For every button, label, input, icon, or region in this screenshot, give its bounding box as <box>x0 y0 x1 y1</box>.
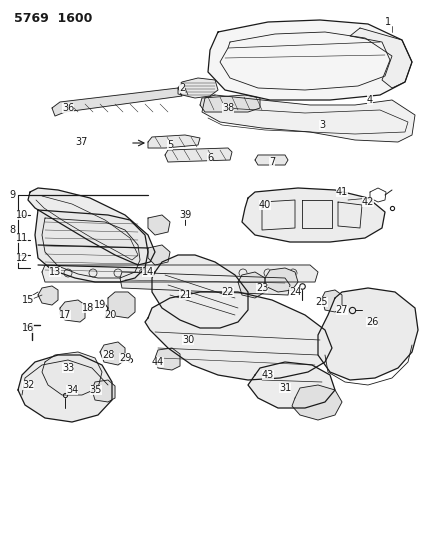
Polygon shape <box>28 188 155 265</box>
Text: 43: 43 <box>262 370 274 380</box>
Text: 11: 11 <box>16 233 28 243</box>
Polygon shape <box>242 188 385 242</box>
Polygon shape <box>165 148 232 162</box>
Polygon shape <box>350 28 412 88</box>
Text: 26: 26 <box>366 317 378 327</box>
Text: 33: 33 <box>62 363 74 373</box>
Polygon shape <box>52 88 182 116</box>
Polygon shape <box>148 215 170 235</box>
Polygon shape <box>238 272 265 298</box>
Text: 24: 24 <box>289 287 301 297</box>
Text: 20: 20 <box>104 310 116 320</box>
Polygon shape <box>200 95 260 112</box>
Polygon shape <box>248 362 335 408</box>
Text: 31: 31 <box>279 383 291 393</box>
Text: 13: 13 <box>49 267 61 277</box>
Polygon shape <box>120 272 290 295</box>
Text: 25: 25 <box>316 297 328 307</box>
Text: 5769  1600: 5769 1600 <box>14 12 92 25</box>
Text: 8: 8 <box>9 225 15 235</box>
Text: 10: 10 <box>16 210 28 220</box>
Polygon shape <box>42 352 102 395</box>
Polygon shape <box>202 95 415 142</box>
Text: 32: 32 <box>22 380 34 390</box>
Text: 38: 38 <box>222 103 234 113</box>
Text: 7: 7 <box>269 157 275 167</box>
Text: 4: 4 <box>367 95 373 105</box>
Text: 37: 37 <box>76 137 88 147</box>
Text: 2: 2 <box>179 83 185 93</box>
Polygon shape <box>255 155 288 165</box>
Polygon shape <box>208 20 412 100</box>
Text: 23: 23 <box>256 283 268 293</box>
Text: 3: 3 <box>319 120 325 130</box>
Text: 1: 1 <box>385 17 391 27</box>
Text: 6: 6 <box>207 153 213 163</box>
Polygon shape <box>92 380 115 402</box>
Text: 39: 39 <box>179 210 191 220</box>
Text: 14: 14 <box>142 267 154 277</box>
Polygon shape <box>148 245 170 265</box>
Polygon shape <box>145 292 332 380</box>
Text: 17: 17 <box>59 310 71 320</box>
Polygon shape <box>322 290 342 312</box>
Text: 41: 41 <box>336 187 348 197</box>
Text: 27: 27 <box>336 305 348 315</box>
Text: 28: 28 <box>102 350 114 360</box>
Polygon shape <box>152 255 248 328</box>
Text: 16: 16 <box>22 323 34 333</box>
Text: 29: 29 <box>119 353 131 363</box>
Text: 44: 44 <box>152 357 164 367</box>
Polygon shape <box>155 348 180 370</box>
Text: 30: 30 <box>182 335 194 345</box>
Text: 9: 9 <box>9 190 15 200</box>
Text: 12: 12 <box>16 253 28 263</box>
Polygon shape <box>35 210 148 282</box>
Text: 15: 15 <box>22 295 34 305</box>
Text: 22: 22 <box>222 287 234 297</box>
Polygon shape <box>42 265 318 282</box>
Text: 34: 34 <box>66 385 78 395</box>
Polygon shape <box>148 135 200 148</box>
Text: 36: 36 <box>62 103 74 113</box>
Text: 35: 35 <box>90 385 102 395</box>
Polygon shape <box>265 268 298 292</box>
Polygon shape <box>100 342 125 365</box>
Polygon shape <box>318 288 418 380</box>
Text: 21: 21 <box>179 290 191 300</box>
Text: 40: 40 <box>259 200 271 210</box>
Polygon shape <box>18 355 112 422</box>
Polygon shape <box>178 78 218 98</box>
Polygon shape <box>108 292 135 318</box>
Text: 42: 42 <box>362 197 374 207</box>
Text: 18: 18 <box>82 303 94 313</box>
Polygon shape <box>292 385 342 420</box>
Polygon shape <box>60 300 85 322</box>
Polygon shape <box>38 286 58 305</box>
Text: 19: 19 <box>94 300 106 310</box>
Text: 5: 5 <box>167 140 173 150</box>
